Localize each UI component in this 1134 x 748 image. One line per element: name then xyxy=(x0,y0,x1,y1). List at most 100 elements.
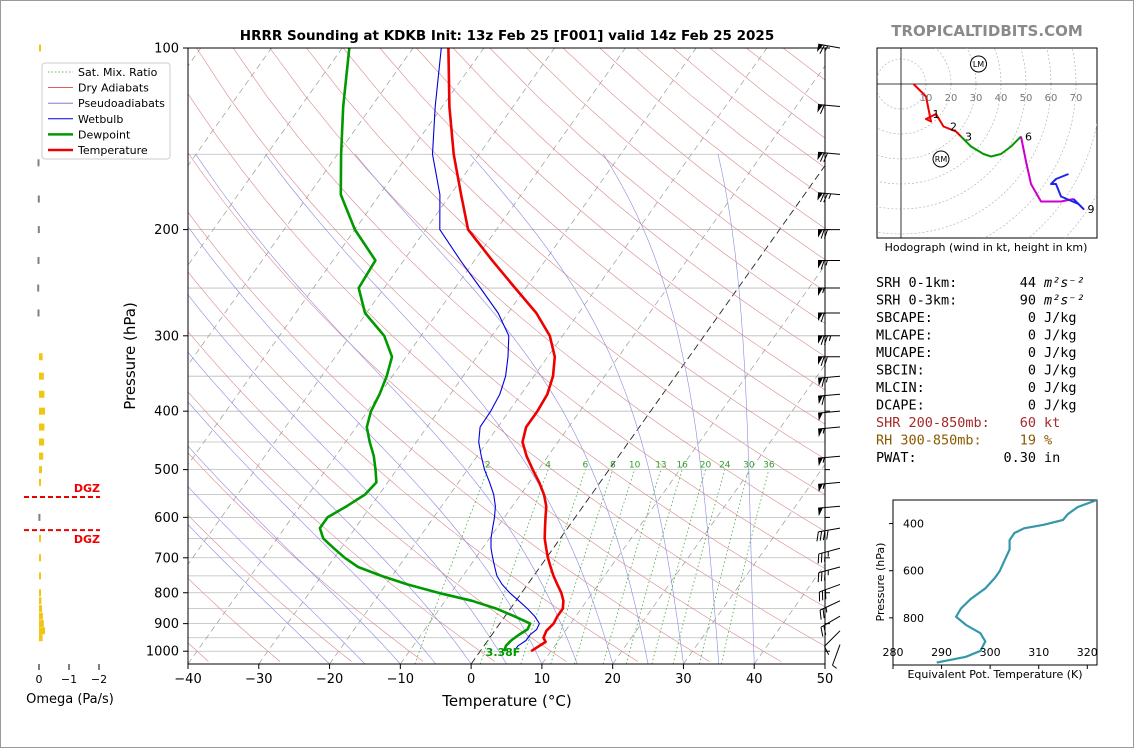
omega-bar xyxy=(39,634,43,642)
mixing-ratio-label: 4 xyxy=(545,461,551,471)
theta-clip xyxy=(936,500,1097,664)
hodograph-caption: Hodograph (wind in kt, height in km) xyxy=(885,241,1088,254)
stat-value: 0 xyxy=(1028,363,1036,379)
wind-barb xyxy=(816,43,841,54)
omega-bar xyxy=(39,438,45,446)
moist-adiabat xyxy=(354,154,649,664)
barb-shaft xyxy=(824,630,841,647)
isotherm-line xyxy=(400,65,825,664)
x-tick-label: −30 xyxy=(245,672,272,687)
barb-half xyxy=(822,428,825,434)
stat-unit: J/kg xyxy=(1044,328,1077,344)
mixing-ratio-label: 2 xyxy=(485,461,491,471)
barb-half xyxy=(825,607,828,613)
barb-full xyxy=(816,531,819,542)
wind-barb xyxy=(816,527,841,542)
wind-barb xyxy=(817,566,841,583)
stat-label: SBCAPE: xyxy=(876,310,933,326)
hodo-segment xyxy=(912,83,962,138)
stat-value: 0 xyxy=(1028,328,1036,344)
barb-shaft xyxy=(820,615,841,628)
wind-barb xyxy=(819,600,841,620)
wind-barb xyxy=(818,312,840,323)
skewt-plot-area xyxy=(187,47,826,665)
hodo-segment xyxy=(1050,173,1085,210)
hodograph-grid xyxy=(877,48,1097,238)
barb-full xyxy=(819,610,822,620)
hodo-segment xyxy=(960,135,1022,158)
barb-flag xyxy=(818,288,823,297)
moist-adiabat xyxy=(188,524,330,664)
mixing-ratio-line xyxy=(574,469,636,664)
barb-full xyxy=(817,553,820,564)
omega-bar xyxy=(39,353,43,361)
barb-full xyxy=(820,335,825,345)
skewt-background-lines xyxy=(188,48,825,664)
x-tick-label: 0 xyxy=(467,672,475,687)
wind-barb xyxy=(817,104,841,114)
chart-title: HRRR Sounding at KDKB Init: 13z Feb 25 [… xyxy=(240,28,774,44)
barb-full xyxy=(820,229,825,239)
barb-full xyxy=(820,627,824,637)
hodograph-panel: 10 20 30 40 50 60 70 123 6 9 LM RM xyxy=(876,47,1098,239)
barb-full xyxy=(823,646,830,656)
stat-label: SBCIN: xyxy=(876,363,925,379)
mixing-ratio-label: 16 xyxy=(676,461,688,471)
wind-barb xyxy=(817,192,841,203)
hodo-ring-label: 20 xyxy=(945,93,958,104)
x-tick-label: 20 xyxy=(604,672,621,687)
hodo-height-label: 1 xyxy=(933,108,940,121)
barb-full xyxy=(820,356,825,366)
dry-adiabat xyxy=(188,93,825,647)
barb-half xyxy=(822,457,825,463)
series-line-dewpoint xyxy=(318,48,532,652)
legend-label: Pseudoadiabats xyxy=(78,97,165,110)
barb-half xyxy=(825,260,828,266)
stat-value: 0 xyxy=(1028,380,1036,396)
barb-shaft xyxy=(818,547,841,555)
barb-shaft xyxy=(832,644,841,666)
isotherm-line xyxy=(470,164,825,664)
wind-barb xyxy=(818,229,840,239)
hodo-height-label: 6 xyxy=(1025,131,1032,144)
omega-tick-label: −1 xyxy=(61,673,77,686)
theta-e-line xyxy=(936,500,1097,664)
omega-bar xyxy=(37,284,40,292)
dry-adiabat xyxy=(452,48,825,357)
y-tick-label: 900 xyxy=(154,617,179,632)
series-line-wetbulb xyxy=(431,48,540,652)
dry-adiabat xyxy=(379,48,825,425)
theta-y-axis-label: Pressure (hPa) xyxy=(874,543,887,622)
omega-bar xyxy=(37,256,40,264)
legend-label: Dewpoint xyxy=(78,128,131,141)
site-brand: TROPICALTIDBITS.COM xyxy=(891,22,1083,40)
moist-adiabat xyxy=(188,294,507,664)
y-tick-label: 800 xyxy=(154,586,179,601)
barb-shaft xyxy=(818,192,841,196)
dry-adiabat xyxy=(269,48,825,532)
mixing-ratio-label: 8 xyxy=(610,461,616,471)
barb-shaft xyxy=(818,43,841,49)
stat-label: SHR 200-850mb: xyxy=(876,415,990,431)
mixing-ratio-label: 20 xyxy=(700,461,712,471)
stat-unit: J/kg xyxy=(1044,310,1077,326)
barb-full xyxy=(823,335,828,345)
dry-adiabat xyxy=(306,48,825,496)
omega-bar xyxy=(39,390,45,398)
x-tick-label: 30 xyxy=(675,672,692,687)
x-axis-label: Temperature (°C) xyxy=(441,692,571,710)
omega-bar xyxy=(39,407,45,415)
stats-table: SRH 0-1km: 44 m²s⁻² SRH 0-3km: 90 m²s⁻² SBCAPE… xyxy=(876,275,1085,466)
hodograph-frame xyxy=(876,47,1098,239)
barb-flag xyxy=(817,104,823,113)
wind-barb xyxy=(818,375,841,387)
legend-label: Sat. Mix. Ratio xyxy=(78,66,158,79)
wind-barb xyxy=(818,505,841,517)
theta-y-tick-label: 800 xyxy=(903,612,924,625)
dry-adiabat xyxy=(188,514,352,662)
moist-adiabat xyxy=(195,154,578,664)
barb-flag xyxy=(818,313,823,322)
omega-tick-label: −2 xyxy=(91,673,107,686)
barb-full xyxy=(824,570,826,581)
